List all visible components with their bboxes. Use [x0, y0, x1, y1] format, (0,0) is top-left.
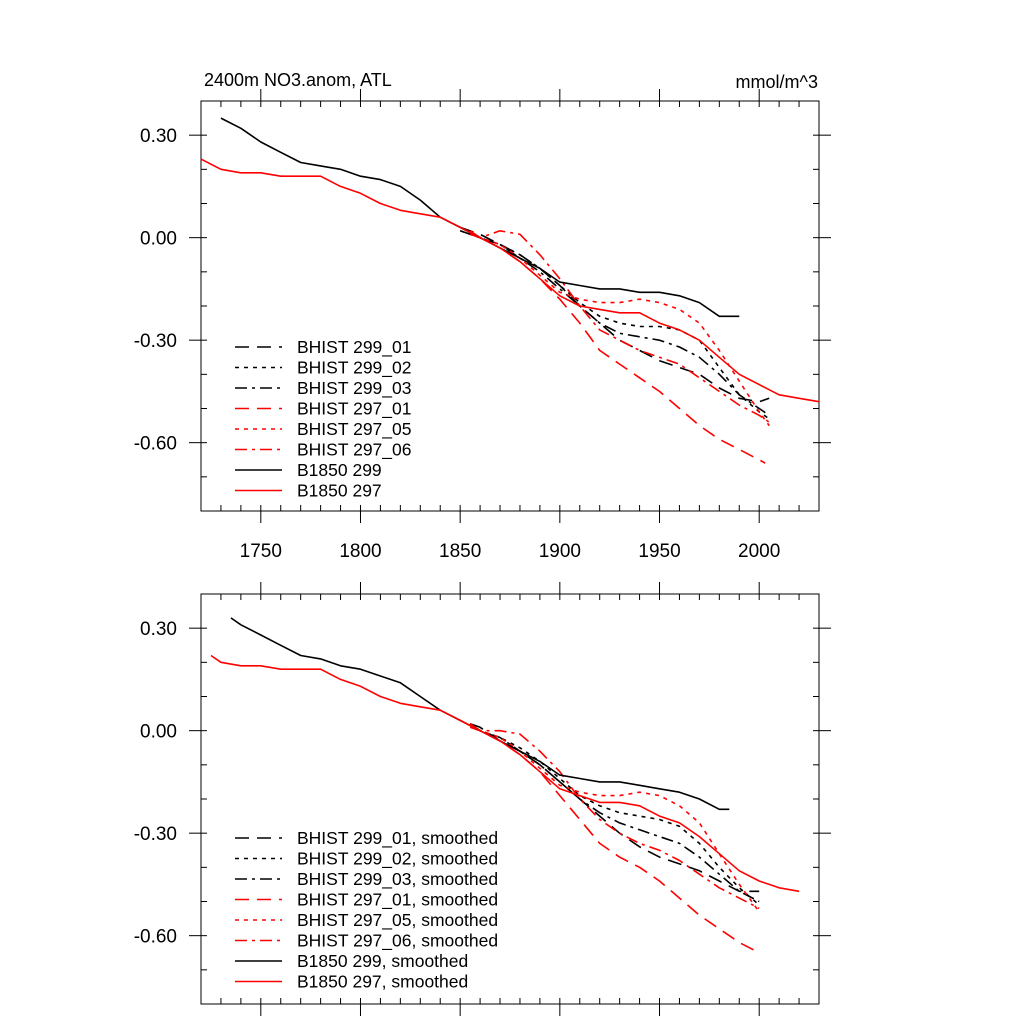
y-tick-label: -0.30 — [134, 824, 177, 845]
series-line — [469, 723, 760, 906]
y-tick-label: 0.00 — [140, 722, 177, 743]
series-line — [200, 158, 820, 403]
legend-label: BHIST 297_01, smoothed — [297, 890, 498, 911]
chart-panel-bottom: 0.30 0.00 -0.30 -0.60 BHIST 299_01, smoothed… — [134, 582, 831, 1016]
legend-label: BHIST 297_06, smoothed — [297, 931, 498, 952]
y-tick-label: -0.60 — [134, 927, 177, 948]
legend-label: B1850 297 — [297, 481, 382, 501]
x-tick-label: 1950 — [638, 541, 680, 562]
series-line — [230, 617, 730, 811]
chart-title: 2400m NO3.anom, ATL — [204, 70, 392, 90]
plot-frame — [200, 593, 820, 1005]
legend-label: BHIST 299_02, smoothed — [297, 849, 498, 870]
x-tick-label: 1850 — [439, 541, 481, 562]
legend-label: BHIST 297_01 — [297, 399, 411, 420]
series-line — [469, 726, 760, 910]
legend-label: B1850 299 — [297, 460, 382, 480]
legend-label: B1850 297, smoothed — [297, 972, 468, 992]
y-tick-label: -0.60 — [134, 434, 177, 455]
legend-label: BHIST 299_01 — [297, 337, 411, 358]
series-line — [469, 230, 770, 423]
chart-units: mmol/m^3 — [736, 72, 818, 92]
x-tick-label: 1750 — [240, 541, 282, 562]
legend-label: BHIST 299_02 — [297, 358, 411, 379]
series-line — [459, 226, 770, 403]
series-line — [210, 654, 800, 893]
plot-frame — [200, 100, 820, 512]
x-tick-label: 1800 — [339, 541, 381, 562]
series-line — [459, 230, 770, 420]
y-tick-label: 0.30 — [140, 619, 177, 640]
x-tick-label: 2000 — [738, 541, 780, 562]
series-line — [469, 723, 760, 954]
chart-panel-top: 2400m NO3.anom, ATL mmol/m^3 0.30 0.00 -0.… — [134, 70, 831, 562]
series-line — [469, 723, 760, 903]
series-line — [220, 117, 740, 318]
legend-label: BHIST 297_05, smoothed — [297, 910, 498, 931]
series-line — [469, 723, 760, 913]
legend-label: BHIST 299_01, smoothed — [297, 828, 498, 849]
y-tick-label: -0.30 — [134, 331, 177, 352]
series-line — [469, 230, 766, 464]
legend-label: B1850 299, smoothed — [297, 951, 468, 971]
legend-label: BHIST 299_03 — [297, 378, 411, 399]
y-tick-label: 0.00 — [140, 229, 177, 250]
series-line — [469, 230, 770, 427]
x-tick-label: 1900 — [539, 541, 581, 562]
series-line — [459, 230, 770, 416]
legend-label: BHIST 299_03, smoothed — [297, 869, 498, 890]
y-tick-label: 0.30 — [140, 126, 177, 147]
legend-label: BHIST 297_05 — [297, 419, 411, 440]
legend-label: BHIST 297_06 — [297, 440, 411, 461]
